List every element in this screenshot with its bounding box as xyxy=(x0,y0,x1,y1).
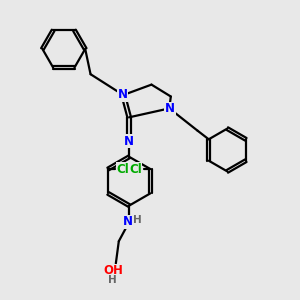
Text: H: H xyxy=(133,215,142,225)
Text: N: N xyxy=(165,103,175,116)
Text: OH: OH xyxy=(103,265,123,278)
Text: Cl: Cl xyxy=(117,163,129,176)
Text: H: H xyxy=(109,275,117,286)
Text: N: N xyxy=(124,135,134,148)
Text: N: N xyxy=(123,215,133,228)
Text: N: N xyxy=(118,88,128,101)
Text: Cl: Cl xyxy=(129,163,142,176)
